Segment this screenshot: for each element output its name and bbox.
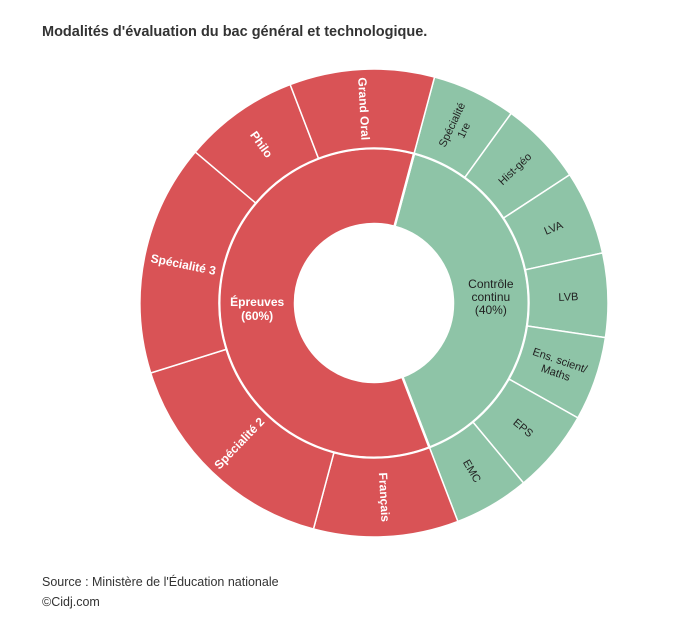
outer-segment-grand-oral	[289, 68, 436, 160]
outer-label-francais: Français	[376, 472, 393, 522]
inner-label-epreuves: Épreuves (60%)	[230, 294, 284, 323]
outer-label-grand-oral: Grand Oral	[355, 77, 372, 140]
outer-label-lvb: LVB	[558, 291, 578, 304]
outer-ring	[139, 68, 609, 538]
chart-title: Modalités d'évaluation du bac général et…	[42, 24, 428, 40]
credit-note: ©Cidj.com	[42, 595, 100, 609]
source-note: Source : Ministère de l'Éducation nation…	[42, 575, 279, 589]
inner-label-controle: Contrôle continu (40%)	[468, 277, 514, 317]
